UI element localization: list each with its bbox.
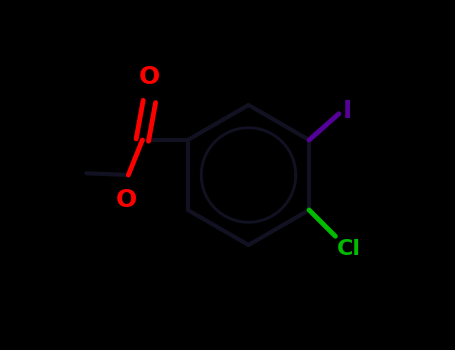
Text: Cl: Cl	[337, 239, 361, 259]
Text: I: I	[343, 99, 352, 123]
Text: O: O	[139, 65, 160, 89]
Text: O: O	[116, 188, 137, 212]
